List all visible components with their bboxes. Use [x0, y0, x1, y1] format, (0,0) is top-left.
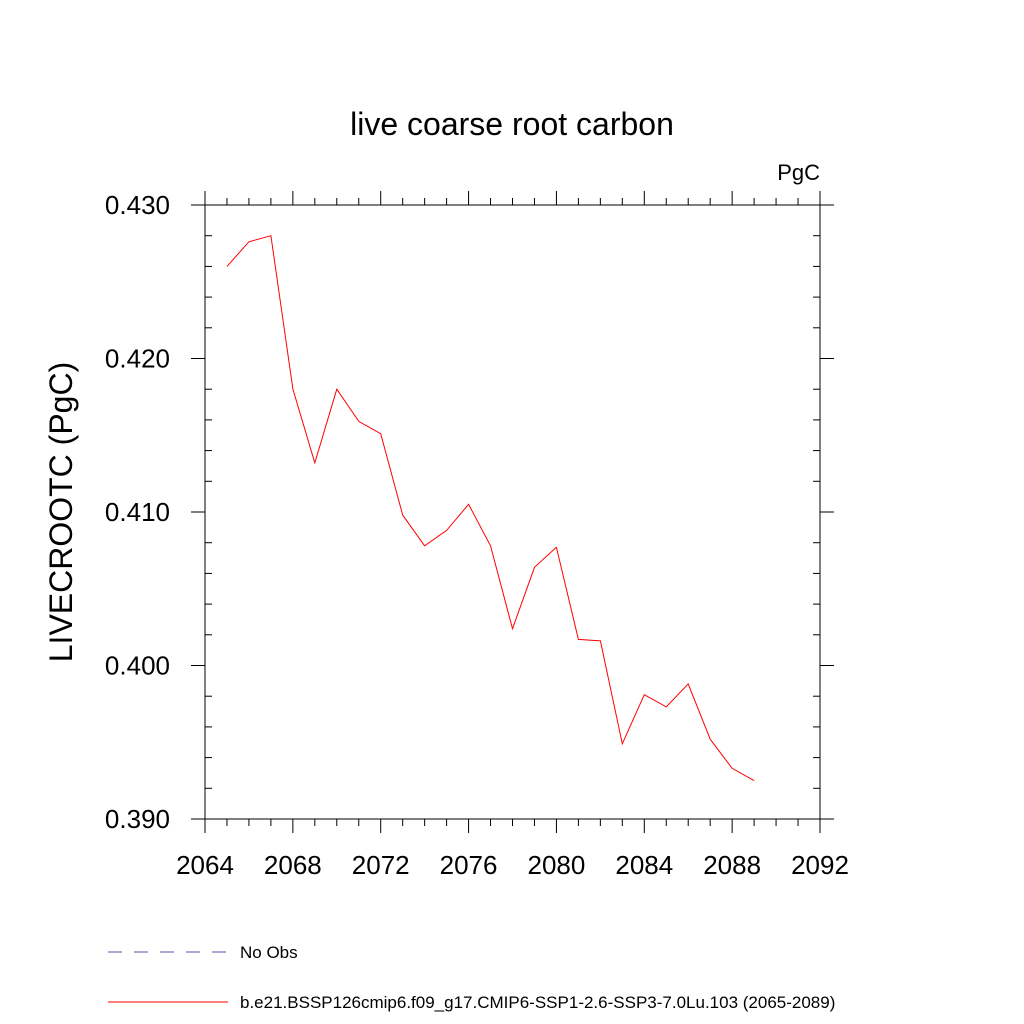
- y-tick-label: 0.390: [105, 804, 170, 834]
- tick-labels: 2064 2068 2072 2076 2080 2084 2088 2092 0.390 0.4…: [105, 190, 849, 880]
- axis-ticks: [191, 191, 834, 833]
- x-tick-label: 2080: [528, 850, 586, 880]
- series-line: [226, 235, 755, 782]
- y-tick-label: 0.400: [105, 651, 170, 681]
- x-tick-label: 2092: [791, 850, 849, 880]
- x-tick-label: 2072: [352, 850, 410, 880]
- legend-label: No Obs: [240, 943, 298, 962]
- y-tick-label: 0.430: [105, 190, 170, 220]
- units-label: PgC: [777, 160, 820, 185]
- chart-title: live coarse root carbon: [350, 106, 674, 142]
- y-axis-label: LIVECROOTC (PgC): [43, 362, 79, 662]
- legend-label: b.e21.BSSP126cmip6.f09_g17.CMIP6-SSP1-2.…: [240, 993, 835, 1012]
- x-tick-label: 2068: [264, 850, 322, 880]
- plot-frame: [204, 204, 821, 820]
- x-tick-label: 2084: [615, 850, 673, 880]
- y-tick-label: 0.420: [105, 344, 170, 374]
- x-tick-label: 2088: [703, 850, 761, 880]
- series-layer: [226, 235, 755, 782]
- legend: No Obs b.e21.BSSP126cmip6.f09_g17.CMIP6-S…: [108, 943, 835, 1012]
- y-tick-label: 0.410: [105, 497, 170, 527]
- x-tick-label: 2076: [440, 850, 498, 880]
- x-tick-label: 2064: [176, 850, 234, 880]
